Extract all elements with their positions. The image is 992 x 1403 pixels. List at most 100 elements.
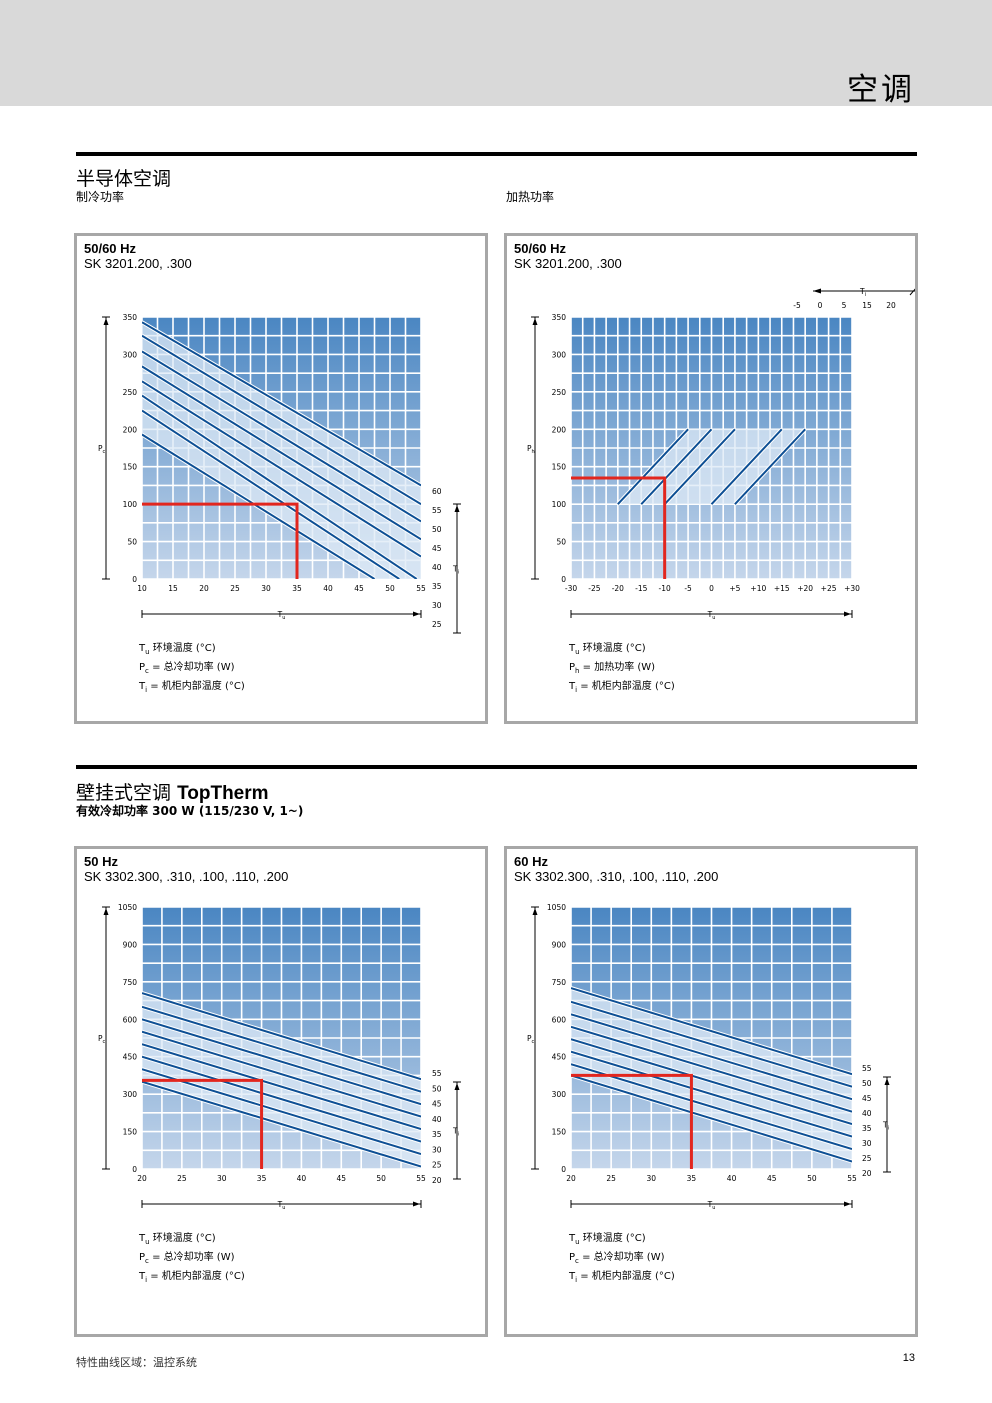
axis-label-sym: T	[859, 287, 865, 296]
ti-tick-label: 50	[432, 1084, 442, 1093]
panel-model: SK 3302.300, .310, .100, .110, .200	[514, 869, 719, 884]
legend-symbol: T	[569, 1233, 576, 1244]
ti-tick-label: 35	[432, 582, 442, 591]
y-tick-label: 0	[132, 1165, 137, 1174]
y-tick-label: 300	[552, 1090, 567, 1099]
axis-label-sym: T	[277, 1200, 283, 1209]
legend-subscript: i	[145, 686, 148, 694]
ti-tick-label: 55	[432, 1069, 442, 1078]
curve-ti-30	[571, 1013, 852, 1101]
y-tick-label: 100	[552, 500, 567, 509]
y-tick-label: 150	[552, 463, 567, 472]
curve-band	[142, 993, 421, 1167]
legend-symbol: T	[569, 643, 576, 654]
y-tick-label: 300	[552, 350, 567, 359]
legend-text: = 机柜内部温度 (°C)	[147, 1271, 245, 1282]
curve-ti-5	[663, 428, 736, 505]
axis-label-sym: T	[277, 610, 283, 619]
legend-symbol: T	[569, 681, 576, 692]
y-tick-label: 750	[123, 978, 138, 987]
legend-row: Ti = 机柜内部温度 (°C)	[139, 679, 245, 698]
legend-text: = 机柜内部温度 (°C)	[577, 1271, 675, 1282]
legend-row: Tu 环境温度 (°C)	[569, 1231, 675, 1250]
legend-text: = 总冷却功率 (W)	[578, 1252, 665, 1263]
x-axis-arrow	[844, 611, 851, 617]
legend-symbol: P	[569, 1252, 576, 1263]
y-tick-label: 0	[132, 575, 137, 584]
y-tick-label: 150	[123, 463, 138, 472]
x-tick-label: 20	[199, 584, 209, 593]
ti-tick-label: 50	[862, 1079, 872, 1088]
x-tick-label: 25	[230, 584, 240, 593]
x-tick-label: 10	[137, 584, 147, 593]
legend-row: Tu 环境温度 (°C)	[139, 1231, 245, 1250]
x-axis-label: Tu	[707, 610, 716, 621]
x-tick-label: 15	[168, 584, 178, 593]
ti-tick-label: 25	[862, 1154, 872, 1163]
axis-label-sym: P	[98, 444, 103, 453]
legend-symbol: T	[139, 1233, 146, 1244]
x-axis-arrow	[413, 1201, 420, 1207]
x-tick-label: 55	[847, 1174, 857, 1183]
curve-ti-55	[142, 409, 400, 579]
section-title: 壁挂式空调 TopTherm	[76, 778, 269, 805]
ti-axis-label: Ti	[452, 1127, 459, 1138]
legend-subscript: u	[575, 1238, 580, 1246]
x-tick-label: 55	[416, 584, 426, 593]
chart-legend: Tu 环境温度 (°C) Ph = 加热功率 (W) Ti = 机柜内部温度 (°C…	[569, 641, 675, 698]
curve-ti-15	[710, 428, 783, 505]
y-tick-label: 150	[552, 1128, 567, 1137]
legend-row: Pc = 总冷却功率 (W)	[569, 1250, 675, 1269]
curve-ti-55	[142, 1080, 421, 1168]
y-tick-label: 0	[561, 1165, 566, 1174]
legend-text: = 加热功率 (W)	[579, 662, 656, 673]
x-tick-label: 50	[385, 584, 395, 593]
legend-row: Tu 环境温度 (°C)	[139, 641, 245, 660]
y-tick-label: 900	[552, 940, 567, 949]
curve-ti-25	[571, 1000, 852, 1088]
ti-tick-label: 25	[432, 620, 442, 629]
axis-label-sub: c	[103, 449, 106, 455]
legend-symbol: T	[139, 643, 146, 654]
x-tick-label: 40	[323, 584, 333, 593]
curve-ti-40	[571, 1038, 852, 1126]
panel-title: 50/60 Hz	[514, 241, 567, 256]
curve-ti-60	[142, 433, 376, 579]
y-tick-label: 0	[561, 575, 566, 584]
curve-ti-50	[571, 1063, 852, 1150]
y-axis-arrow	[532, 908, 538, 915]
axis-label-sub: u	[712, 615, 715, 621]
legend-text: = 总冷却功率 (W)	[148, 1252, 235, 1263]
axis-label-sub: u	[712, 1205, 715, 1211]
y-tick-label: 1050	[118, 903, 137, 912]
section-title: 半导体空调	[76, 168, 172, 190]
chart-svg: 20 25 30 35 40 45 50 55 0 150 300 450 600 750 900 1050 P…	[527, 903, 891, 1211]
y-axis-arrow	[532, 318, 538, 325]
legend-row: Pc = 总冷却功率 (W)	[139, 660, 245, 679]
axis-label-sub: c	[532, 1039, 535, 1045]
example-marker	[571, 1073, 693, 1169]
y-tick-label: 300	[123, 350, 138, 359]
legend-subscript: u	[145, 1238, 150, 1246]
ti-tick-label: 20	[862, 1169, 872, 1178]
y-tick-label: 900	[123, 940, 138, 949]
ti-tick-label: -5	[793, 301, 801, 310]
axis-label-sym: T	[452, 1127, 458, 1136]
chart-svg: 20 25 30 35 40 45 50 55 0 150 300 450 600 750 900 1050 P…	[98, 903, 461, 1211]
ti-tick-label: 0	[818, 301, 823, 310]
x-tick-label: 55	[416, 1174, 426, 1183]
curve-ti-50	[142, 394, 418, 579]
section-rule	[76, 765, 917, 769]
y-axis-label: Ph	[527, 444, 535, 455]
axis-label-sub: u	[282, 615, 285, 621]
footer-text: 特性曲线区域：温控系统	[76, 1356, 197, 1369]
ti-tick-label: 30	[432, 601, 442, 610]
y-tick-label: 350	[552, 313, 567, 322]
x-tick-label: 35	[687, 1174, 697, 1183]
ti-tick-label: 60	[432, 487, 442, 496]
ti-tick-label: 20	[432, 1176, 442, 1185]
curve-ti-20	[734, 428, 806, 505]
ti-axis-arrow	[454, 505, 460, 512]
panel-title: 50/60 Hz	[84, 241, 137, 256]
legend-symbol: T	[139, 1271, 146, 1282]
